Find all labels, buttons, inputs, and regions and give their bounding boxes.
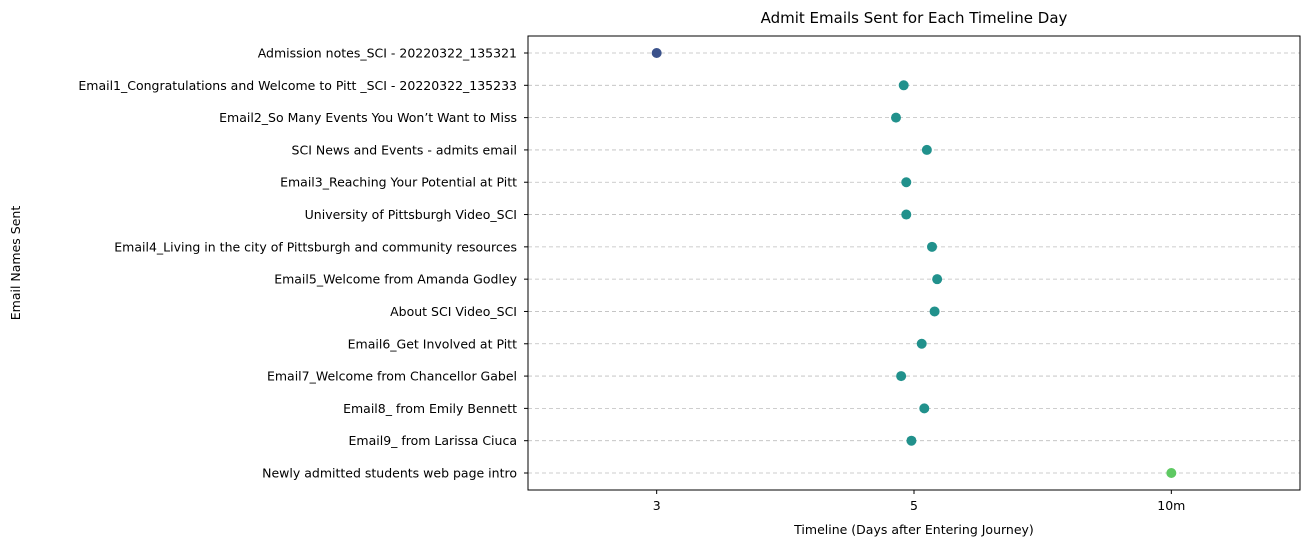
grid-lines [528,52,1300,474]
x-tick-group: 3 5 10m [653,490,1185,513]
data-point [901,209,912,220]
data-point [906,435,917,446]
y-category-label: Email5_Welcome from Amanda Godley [274,272,517,287]
y-category-label: Email2_So Many Events You Won’t Want to … [219,110,517,125]
y-axis-label: Email Names Sent [8,206,23,321]
y-category-label: SCI News and Events - admits email [292,142,517,157]
data-points [651,48,1177,478]
y-category-label: Email1_Congratulations and Welcome to Pi… [78,78,517,93]
data-point [916,338,927,349]
x-tick-label: 3 [653,498,661,513]
plot-frame [527,35,1301,491]
x-tick-label: 10m [1157,498,1185,513]
y-category-label: Email3_Reaching Your Potential at Pitt [280,175,517,190]
y-category-label: Admission notes_SCI - 20220322_135321 [258,46,517,61]
chart-title: Admit Emails Sent for Each Timeline Day [761,9,1068,27]
y-category-label: Email8_ from Emily Bennett [343,401,517,416]
data-point [929,306,940,317]
y-category-label: University of Pittsburgh Video_SCI [305,207,517,222]
data-point [932,274,943,285]
data-point [898,80,909,91]
data-point [927,241,938,252]
y-category-labels: Admission notes_SCI - 20220322_135321 Ema… [78,46,528,481]
x-axis-label: Timeline (Days after Entering Journey) [793,522,1034,537]
data-point [896,371,907,382]
y-category-label: Email7_Welcome from Chancellor Gabel [267,369,517,384]
data-point [921,144,932,155]
y-category-label: About SCI Video_SCI [390,304,517,319]
data-point [1166,468,1177,478]
data-point [901,177,912,188]
data-point [919,403,930,414]
data-point [651,48,662,58]
y-category-label: Email9_ from Larissa Ciuca [349,433,517,448]
y-category-label: Email6_Get Involved at Pitt [348,336,517,351]
y-category-label: Newly admitted students web page intro [262,466,517,481]
x-tick-label: 5 [910,498,918,513]
data-point [890,112,901,123]
y-category-label: Email4_Living in the city of Pittsburgh … [114,239,517,254]
